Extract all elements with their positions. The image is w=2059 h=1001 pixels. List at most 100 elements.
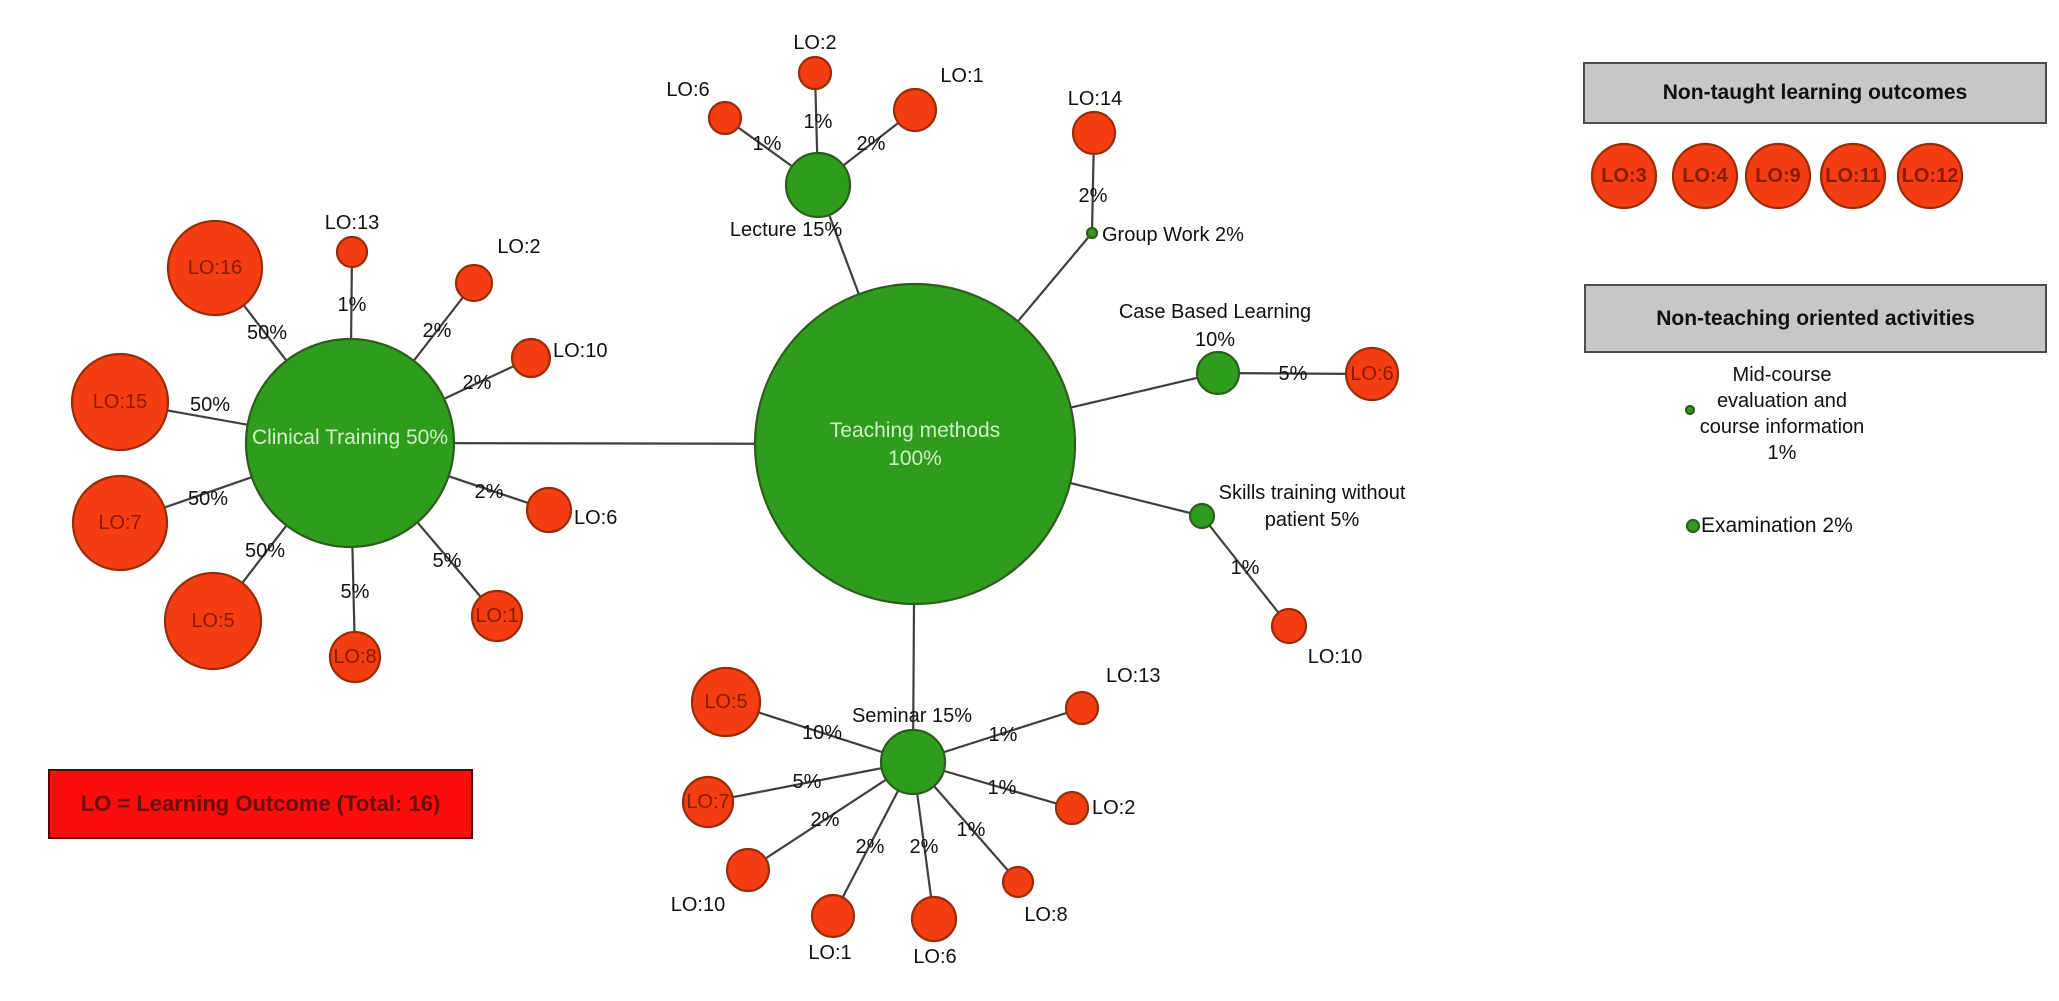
node-seminar <box>879 728 947 796</box>
node-t-lo2 <box>797 55 833 91</box>
node-label-c-lo2: LO:2 <box>497 236 540 258</box>
edge-label-clinical-c-lo6: 2% <box>475 481 504 503</box>
edge-label-clinical-c-lo16: 50% <box>247 322 287 344</box>
node-label-c-lo15: LO:15 <box>93 391 147 413</box>
node-exam-dot <box>1685 518 1701 534</box>
midcourse-line-4: 1% <box>1767 442 1797 464</box>
edge-label-clinical-c-lo13: 1% <box>338 294 367 316</box>
node-t-lo1 <box>892 87 938 133</box>
edge-label-seminar-s-lo5: 10% <box>802 722 842 744</box>
node-label-clinical: Clinical Training 50% <box>252 426 448 449</box>
edge-label-clinical-c-lo2: 2% <box>423 320 452 342</box>
edge-label-seminar-s-lo6: 2% <box>910 836 939 858</box>
edge-label-clinical-c-lo1: 5% <box>433 550 462 572</box>
edge-label-seminar-s-lo10: 2% <box>811 809 840 831</box>
edge-label-clinical-c-lo15: 50% <box>190 394 230 416</box>
node-label-c-lo10: LO:10 <box>553 340 607 362</box>
edge-label-seminar-s-lo2: 1% <box>988 777 1017 799</box>
examination-label: Examination 2% <box>1701 514 1853 537</box>
node-label-p-lo12: LO:12 <box>1902 165 1959 187</box>
node-label-p-lo11: LO:11 <box>1825 165 1881 187</box>
node-label-t-lo1: LO:1 <box>940 65 983 87</box>
node-s-lo6 <box>910 895 958 943</box>
node-label-s-lo5: LO:5 <box>704 691 747 713</box>
node-label-s-lo2: LO:2 <box>1092 797 1135 819</box>
node-label-s-lo7: LO:7 <box>686 791 729 813</box>
edge-label-lecture-t-lo1: 2% <box>857 133 886 155</box>
node-cbl <box>1195 350 1241 396</box>
node-label-t-lo6: LO:6 <box>666 79 709 101</box>
edge-label-seminar-s-lo13: 1% <box>989 724 1018 746</box>
node-cb-lo6 <box>1344 346 1400 402</box>
node-c-lo13 <box>335 235 369 269</box>
edge-label-t-lo14-groupwork: 2% <box>1079 185 1108 207</box>
edge-label-seminar-s-lo7: 5% <box>793 771 822 793</box>
node-clinical <box>244 337 456 549</box>
node-groupwork <box>1085 226 1099 240</box>
node-label-lecture: Lecture 15% <box>730 219 843 241</box>
node-label-t-lo14: LO:14 <box>1068 88 1122 110</box>
non-teaching-activities-title: Non-teaching oriented activities <box>1656 306 1975 330</box>
node-c-lo15 <box>70 352 170 452</box>
node-s-lo13 <box>1064 690 1100 726</box>
node-s-lo7 <box>681 775 735 829</box>
node-label-skills: Skills training without patient 5% <box>1219 482 1406 531</box>
node-label-s-lo10: LO:10 <box>671 894 725 916</box>
node-label-seminar: Seminar 15% <box>852 705 972 727</box>
midcourse-evaluation-label: Mid-course evaluation and course informa… <box>1662 362 1902 466</box>
node-label-s-lo6: LO:6 <box>913 946 956 968</box>
node-s-lo1 <box>810 893 856 939</box>
edge-label-clinical-c-lo5: 50% <box>245 540 285 562</box>
node-c-lo10 <box>510 337 552 379</box>
node-label-t-lo2: LO:2 <box>793 32 836 54</box>
midcourse-line-2: evaluation and <box>1716 390 1848 412</box>
node-label-c-lo1: LO:1 <box>475 605 518 627</box>
edge-label-seminar-s-lo8: 1% <box>957 819 986 841</box>
node-label-c-lo13: LO:13 <box>325 212 379 234</box>
non-teaching-activities-header: Non-teaching oriented activities <box>1584 284 2047 353</box>
edge-label-lecture-t-lo2: 1% <box>804 111 833 133</box>
edge-label-skills-sk-lo10: 1% <box>1231 557 1260 579</box>
edge-seminar-s-lo7 <box>707 760 914 804</box>
edge-label-cbl-cb-lo6: 5% <box>1279 363 1308 385</box>
node-c-lo6 <box>525 486 573 534</box>
node-midcourse-dot <box>1684 404 1696 416</box>
non-taught-outcomes-header: Non-taught learning outcomes <box>1583 62 2047 124</box>
node-p-lo11 <box>1819 142 1887 210</box>
node-c-lo16 <box>166 219 264 317</box>
node-label-teaching: Teaching methods 100% <box>830 419 1000 470</box>
node-label-p-lo3: LO:3 <box>1601 165 1647 187</box>
node-label-s-lo1: LO:1 <box>808 942 851 964</box>
node-label-s-lo13: LO:13 <box>1106 665 1160 687</box>
node-label-sk-lo10: LO:10 <box>1308 646 1362 668</box>
node-label-p-lo4: LO:4 <box>1682 165 1728 187</box>
node-c-lo8 <box>328 630 382 684</box>
node-label-c-lo8: LO:8 <box>333 646 376 668</box>
node-label-c-lo16: LO:16 <box>188 257 242 279</box>
node-label-c-lo7: LO:7 <box>98 512 141 534</box>
edge-label-clinical-c-lo7: 50% <box>188 488 228 510</box>
edge-label-clinical-c-lo10: 2% <box>463 372 492 394</box>
node-p-lo12 <box>1896 142 1964 210</box>
node-s-lo8 <box>1001 865 1035 899</box>
node-p-lo3 <box>1590 142 1658 210</box>
non-taught-outcomes-title: Non-taught learning outcomes <box>1662 81 1968 104</box>
edge-skills-sk-lo10 <box>1201 515 1290 627</box>
node-s-lo10 <box>725 847 771 893</box>
node-c-lo2 <box>454 263 494 303</box>
node-c-lo1 <box>470 589 524 643</box>
node-c-lo5 <box>163 571 263 671</box>
midcourse-line-3: course information <box>1699 416 1865 438</box>
node-label-cb-lo6: LO:6 <box>1350 363 1393 385</box>
node-p-lo4 <box>1671 142 1739 210</box>
node-t-lo14 <box>1071 110 1117 156</box>
midcourse-line-1: Mid-course <box>1732 364 1832 386</box>
node-label-cbl: Case Based Learning 10% <box>1119 301 1311 351</box>
node-sk-lo10 <box>1270 607 1308 645</box>
node-c-lo7 <box>71 474 169 572</box>
node-s-lo5 <box>690 666 762 738</box>
legend-box: LO = Learning Outcome (Total: 16) <box>48 769 473 839</box>
node-label-groupwork: Group Work 2% <box>1102 224 1244 246</box>
